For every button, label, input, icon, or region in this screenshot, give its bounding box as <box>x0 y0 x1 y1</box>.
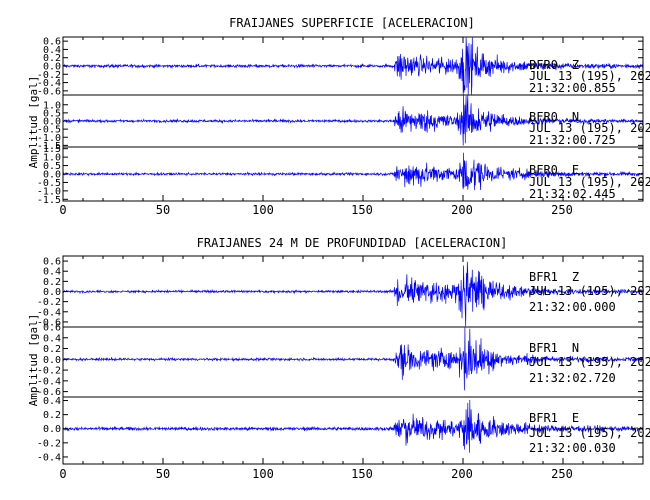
seismic-trace-line <box>63 261 644 327</box>
y-tick-label: -1.0 <box>37 186 61 197</box>
seismic-trace-line <box>62 327 644 391</box>
x-tick-label: 150 <box>351 203 373 217</box>
y-tick-label: -0.4 <box>37 452 61 463</box>
y-tick-label: -0.4 <box>37 78 61 89</box>
station-label: BFR0 E <box>529 163 579 177</box>
y-tick-label: 0.0 <box>43 424 61 435</box>
trace-bfr1-n: BFR1 N JUL 13 (195), 2024 21:32:02.720 0.… <box>37 323 650 399</box>
panel-frame <box>62 36 644 202</box>
trace-bfr1-z: BFR1 Z JUL 13 (195), 2024 21:32:00.000 0.… <box>37 257 650 329</box>
x-tick-label: 100 <box>252 203 274 217</box>
trace-start-time: 21:32:02.445 <box>529 187 616 201</box>
panel-title: FRAIJANES SUPERFICIE [ACELERACION] <box>229 16 475 30</box>
trace-date: JUL 13 (195), 2024 <box>529 69 650 83</box>
station-label: BFR0 N <box>529 110 579 124</box>
y-tick-label: -0.6 <box>37 317 61 328</box>
trace-bfr0-n: BFR0 N JUL 13 (195), 2024 21:32:00.725 1.… <box>37 95 650 152</box>
y-tick-label: 0.2 <box>43 344 61 355</box>
y-tick-label: 0.2 <box>43 410 61 421</box>
y-axis-label: Amplitud [gal] <box>27 76 40 169</box>
y-tick-label: -0.6 <box>37 387 61 398</box>
y-tick-label: 0.0 <box>43 62 61 73</box>
y-tick-label: -0.6 <box>37 86 61 97</box>
y-tick-label: 0.4 <box>43 333 61 344</box>
y-tick-label: -0.2 <box>37 297 61 308</box>
trace-start-time: 21:32:00.725 <box>529 133 616 147</box>
trace-date: JUL 13 (195), 2024 <box>529 121 650 135</box>
y-tick-label: -0.2 <box>37 70 61 81</box>
y-tick-label: 0.4 <box>43 396 61 407</box>
y-axis-label: Amplitud [gal] <box>27 314 40 407</box>
y-tick-label: -1.5 <box>37 195 61 206</box>
trace-bfr0-e: BFR0 E JUL 13 (195), 2024 21:32:02.445 1.… <box>37 144 650 206</box>
x-tick-label: 200 <box>451 203 473 217</box>
axis-ticks <box>62 37 644 464</box>
seismic-trace-line <box>62 399 644 453</box>
x-tick-label: 50 <box>156 467 170 481</box>
y-tick-label: 0.2 <box>43 53 61 64</box>
seismic-trace-line <box>62 37 644 95</box>
trace-start-time: 21:32:00.000 <box>529 300 616 314</box>
x-tick-label: 100 <box>252 467 274 481</box>
trace-date: JUL 13 (195), 2024 <box>529 355 650 369</box>
y-tick-label: 0.4 <box>43 267 61 278</box>
y-tick-label: -0.5 <box>37 178 61 189</box>
y-tick-label: 0.4 <box>43 45 61 56</box>
x-tick-label: 250 <box>551 203 573 217</box>
station-label: BFR1 Z <box>529 270 579 284</box>
seismic-trace-line <box>62 152 644 191</box>
y-tick-label: 0.0 <box>43 170 61 181</box>
y-tick-label: -1.0 <box>37 133 61 144</box>
trace-start-time: 21:32:00.855 <box>529 81 616 95</box>
y-tick-label: 0.5 <box>43 108 61 119</box>
trace-date: JUL 13 (195), 2024 <box>529 426 650 440</box>
trace-date: JUL 13 (195), 2024 <box>529 284 650 298</box>
panel-title: FRAIJANES 24 M DE PROFUNDIDAD [ACELERACI… <box>197 236 508 250</box>
y-tick-label: -0.2 <box>37 366 61 377</box>
x-tick-label: 200 <box>451 467 473 481</box>
trace-bfr1-e: BFR1 E JUL 13 (195), 2024 21:32:00.030 0.… <box>37 396 650 463</box>
y-tick-label: -0.2 <box>37 438 61 449</box>
y-tick-label: 0.6 <box>43 323 61 334</box>
x-tick-label: 150 <box>351 467 373 481</box>
y-tick-label: 0.2 <box>43 277 61 288</box>
trace-bfr0-z: BFR0 Z JUL 13 (195), 2024 21:32:00.855 0.… <box>37 37 650 98</box>
y-tick-label: 1.0 <box>43 153 61 164</box>
x-tick-label: 50 <box>156 203 170 217</box>
y-tick-label: -0.4 <box>37 307 61 318</box>
x-axis: 0 50 100 150 200 250 <box>59 467 572 481</box>
y-tick-label: 1.0 <box>43 100 61 111</box>
x-axis: 0 50 100 150 200 250 <box>59 203 572 217</box>
station-label: BFR1 E <box>529 411 579 425</box>
y-tick-label: 0.6 <box>43 37 61 48</box>
seismic-trace-line <box>62 95 644 146</box>
x-tick-label: 0 <box>59 467 66 481</box>
y-tick-label: -0.4 <box>37 376 61 387</box>
y-tick-label: 0.5 <box>43 161 61 172</box>
trace-start-time: 21:32:00.030 <box>529 441 616 455</box>
station-label: BFR0 Z <box>529 58 579 72</box>
y-tick-label: 0.0 <box>43 117 61 128</box>
y-tick-label: 1.5 <box>43 144 61 155</box>
station-label: BFR1 N <box>529 341 579 355</box>
panel-depth: FRAIJANES 24 M DE PROFUNDIDAD [ACELERACI… <box>27 236 650 481</box>
y-tick-label: 0.0 <box>43 287 61 298</box>
y-tick-label: 0.0 <box>43 355 61 366</box>
trace-date: JUL 13 (195), 2024 <box>529 175 650 189</box>
y-tick-label: -1.5 <box>37 141 61 152</box>
y-tick-label: -0.5 <box>37 125 61 136</box>
x-tick-label: 250 <box>551 467 573 481</box>
y-tick-label: 0.6 <box>43 257 61 268</box>
trace-start-time: 21:32:02.720 <box>529 371 616 385</box>
panel-surface: FRAIJANES SUPERFICIE [ACELERACION] Ampli… <box>27 16 650 217</box>
x-tick-label: 0 <box>59 203 66 217</box>
